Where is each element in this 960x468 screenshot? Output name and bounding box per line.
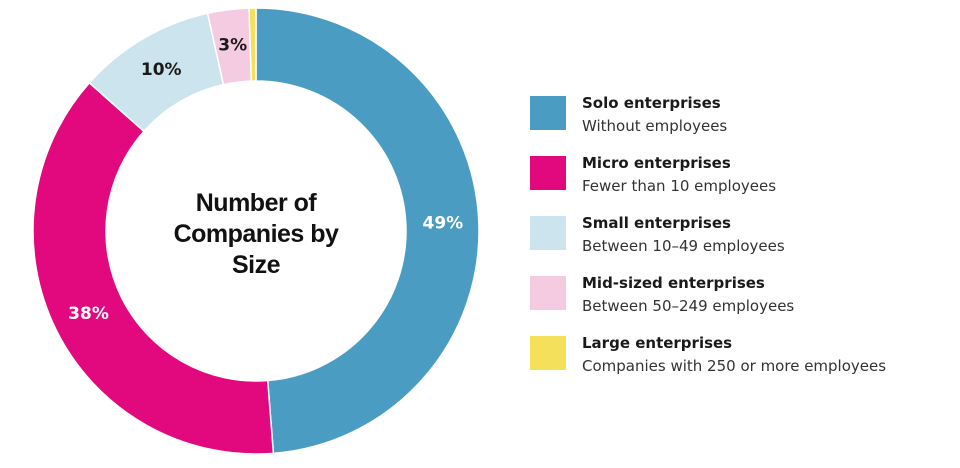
legend-label: Micro enterprises <box>582 154 731 172</box>
data-label: 49% <box>423 214 464 234</box>
chart-title: Number of Companies by Size <box>173 189 339 279</box>
legend-swatch <box>530 276 566 310</box>
legend-description: Fewer than 10 employees <box>582 177 776 195</box>
donut-segment <box>248 7 257 82</box>
legend-label: Large enterprises <box>582 334 732 352</box>
legend-description: Between 10–49 employees <box>582 237 785 255</box>
data-label: 38% <box>68 304 109 324</box>
data-label: 3% <box>218 35 247 55</box>
legend-label: Mid-sized enterprises <box>582 274 765 292</box>
legend-label: Small enterprises <box>582 214 731 232</box>
legend-swatch <box>530 156 566 190</box>
legend-swatch <box>530 216 566 250</box>
legend-swatch <box>530 96 566 130</box>
legend-description: Between 50–249 employees <box>582 297 794 315</box>
legend-swatch <box>530 336 566 370</box>
donut-segment <box>255 7 480 455</box>
data-label: 10% <box>141 60 182 80</box>
legend-label: Solo enterprises <box>582 94 721 112</box>
legend-description: Without employees <box>582 117 727 135</box>
donut-segment <box>32 81 275 455</box>
legend-description: Companies with 250 or more employees <box>582 357 886 375</box>
